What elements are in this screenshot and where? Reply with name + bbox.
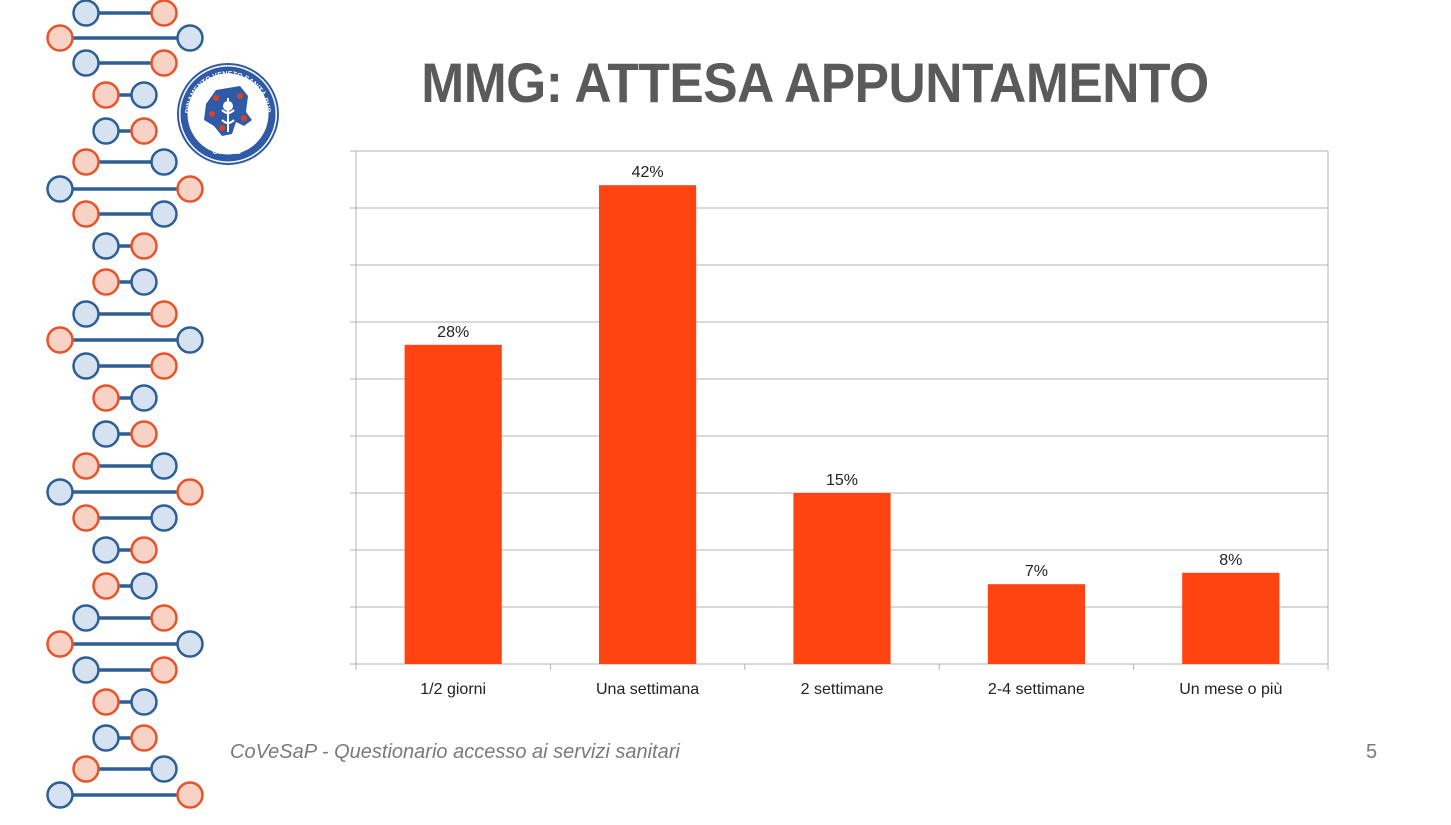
- dna-node: [92, 536, 120, 564]
- covesap-logo: COORDINAMENTO VENETO SANITÀ PUBBLICA CoV…: [176, 62, 279, 165]
- data-label-4: 7%: [1025, 563, 1048, 580]
- dna-node: [72, 352, 100, 380]
- dna-node: [92, 688, 120, 716]
- dna-node: [130, 117, 158, 145]
- dna-node: [92, 268, 120, 296]
- dna-node: [150, 755, 178, 783]
- dna-node: [92, 232, 120, 260]
- dna-node: [72, 452, 100, 480]
- dna-node: [130, 536, 158, 564]
- footer-text: CoVeSaP - Questionario accesso ai serviz…: [230, 741, 680, 763]
- dna-node: [72, 49, 100, 77]
- dna-node: [150, 148, 178, 176]
- slide-title: MMG: ATTESA APPUNTAMENTO: [421, 51, 1209, 114]
- bar-1: [404, 344, 502, 664]
- dna-node: [130, 572, 158, 600]
- dna-node: [72, 300, 100, 328]
- dna-node: [150, 200, 178, 228]
- dna-node: [176, 478, 204, 506]
- dna-node: [150, 49, 178, 77]
- dna-node: [130, 724, 158, 752]
- dna-node: [72, 148, 100, 176]
- dna-node: [72, 0, 100, 27]
- dna-node: [46, 326, 74, 354]
- dna-node: [150, 604, 178, 632]
- dna-node: [176, 24, 204, 52]
- dna-node: [130, 688, 158, 716]
- dna-node: [72, 656, 100, 684]
- dna-node: [72, 200, 100, 228]
- logo-bottom-text: CoVeSaP: [213, 149, 244, 156]
- data-label-5: 8%: [1219, 552, 1242, 569]
- dna-node: [92, 81, 120, 109]
- dna-node: [92, 117, 120, 145]
- bar-2: [599, 185, 697, 664]
- dna-helix-decoration: [46, 0, 204, 809]
- dna-node: [176, 175, 204, 203]
- dna-node: [150, 300, 178, 328]
- x-tick-label-4: 2-4 settimane: [988, 681, 1085, 698]
- dna-node: [46, 24, 74, 52]
- dna-node: [72, 755, 100, 783]
- dna-node: [46, 630, 74, 658]
- dna-node: [176, 630, 204, 658]
- x-tick-label-5: Un mese o più: [1179, 681, 1282, 698]
- dna-node: [150, 504, 178, 532]
- dna-node: [130, 81, 158, 109]
- dna-node: [130, 268, 158, 296]
- bar-5: [1182, 572, 1280, 664]
- x-tick-label-3: 2 settimane: [801, 681, 884, 698]
- data-label-3: 15%: [826, 472, 858, 489]
- page-number: 5: [1366, 741, 1378, 763]
- dna-node: [150, 352, 178, 380]
- dna-node: [130, 232, 158, 260]
- dna-node: [46, 781, 74, 809]
- dna-node: [130, 384, 158, 412]
- dna-node: [130, 420, 158, 448]
- x-tick-label-2: Una settimana: [596, 681, 699, 698]
- x-tick-label-1: 1/2 giorni: [420, 681, 486, 698]
- dna-node: [176, 781, 204, 809]
- bar-3: [793, 493, 891, 664]
- dna-node: [72, 504, 100, 532]
- bar-4: [987, 584, 1085, 664]
- dna-node: [92, 420, 120, 448]
- dna-node: [150, 656, 178, 684]
- dna-node: [46, 175, 74, 203]
- dna-node: [92, 384, 120, 412]
- dna-node: [176, 326, 204, 354]
- dna-node: [150, 452, 178, 480]
- dna-node: [92, 572, 120, 600]
- data-label-1: 28%: [437, 324, 469, 341]
- data-label-2: 42%: [632, 164, 664, 181]
- dna-node: [150, 0, 178, 27]
- dna-node: [46, 478, 74, 506]
- dna-node: [72, 604, 100, 632]
- dna-node: [92, 724, 120, 752]
